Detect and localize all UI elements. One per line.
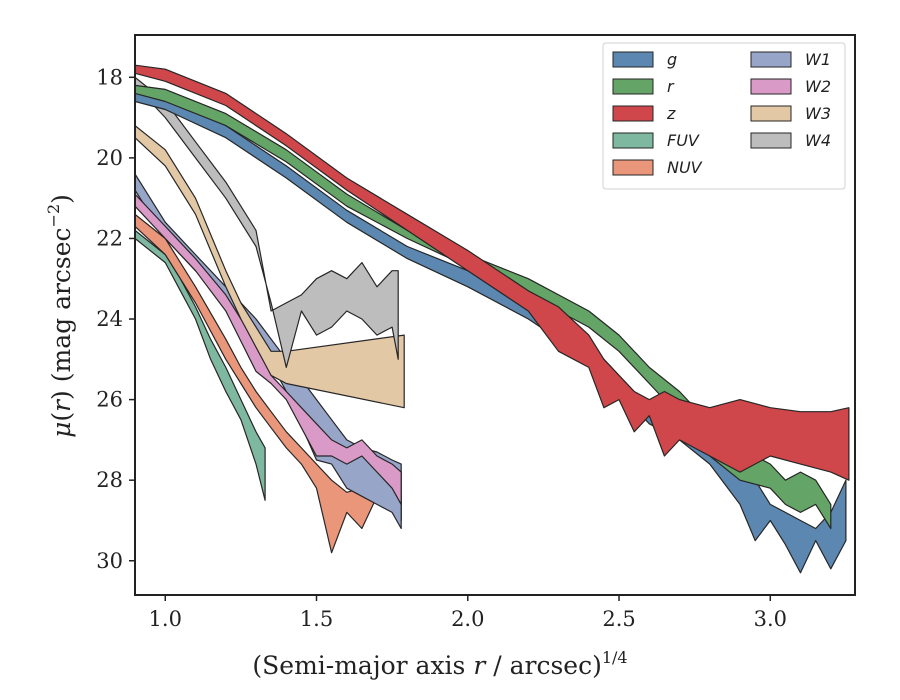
y-tick-label: 24: [96, 307, 123, 331]
band-r: [135, 84, 832, 530]
legend-swatch-r: [612, 78, 654, 95]
legend-swatch-nuv: [612, 159, 654, 176]
legend-label-w4: W4: [805, 131, 831, 150]
x-tick-label: 1.5: [300, 607, 333, 631]
band-fuv: [135, 229, 266, 501]
profile-bands: [135, 64, 850, 574]
legend: grz FUV NUV W1 W2 W3 W4: [602, 42, 846, 190]
legend-label-w3: W3: [805, 104, 831, 123]
legend-swatch-w4: [750, 132, 792, 149]
y-axis-ticks: 18 20 22 24 26 28 30: [96, 65, 135, 573]
x-tick-label: 1.0: [149, 607, 182, 631]
y-tick-label: 30: [96, 549, 123, 573]
plot-frame: [134, 34, 856, 596]
y-tick-label: 26: [96, 388, 123, 412]
y-tick-label: 20: [96, 146, 123, 170]
y-tick-label: 22: [96, 226, 123, 250]
legend-label-w2: W2: [805, 77, 831, 96]
y-tick-label: 28: [96, 468, 123, 492]
legend-label-r: r: [667, 77, 675, 96]
x-tick-label: 2.0: [451, 607, 484, 631]
legend-swatch-w2: [750, 78, 792, 95]
y-tick-label: 18: [96, 65, 123, 89]
legend-swatch-fuv: [612, 132, 654, 149]
legend-label-fuv: FUV: [667, 131, 700, 150]
legend-swatch-g: [612, 51, 654, 68]
legend-label-w1: W1: [805, 50, 831, 69]
legend-swatch-w1: [750, 51, 792, 68]
x-axis-ticks: 1.0 1.5 2.0 2.5 3.0: [149, 595, 787, 631]
legend-swatch-w3: [750, 105, 792, 122]
x-tick-label: 2.5: [602, 607, 635, 631]
band-w3: [135, 124, 405, 409]
x-axis-label: (Semi-major axis r / arcsec)1/4: [252, 648, 627, 680]
legend-label-g: g: [667, 50, 677, 69]
y-axis-label: μ(r) (mag arcsec−2): [44, 194, 76, 438]
x-tick-label: 3.0: [754, 607, 787, 631]
legend-label-z: z: [666, 104, 676, 123]
legend-swatch-z: [612, 105, 654, 122]
band-z: [135, 64, 850, 481]
legend-label-nuv: NUV: [667, 158, 703, 177]
band-w4: [135, 76, 399, 368]
